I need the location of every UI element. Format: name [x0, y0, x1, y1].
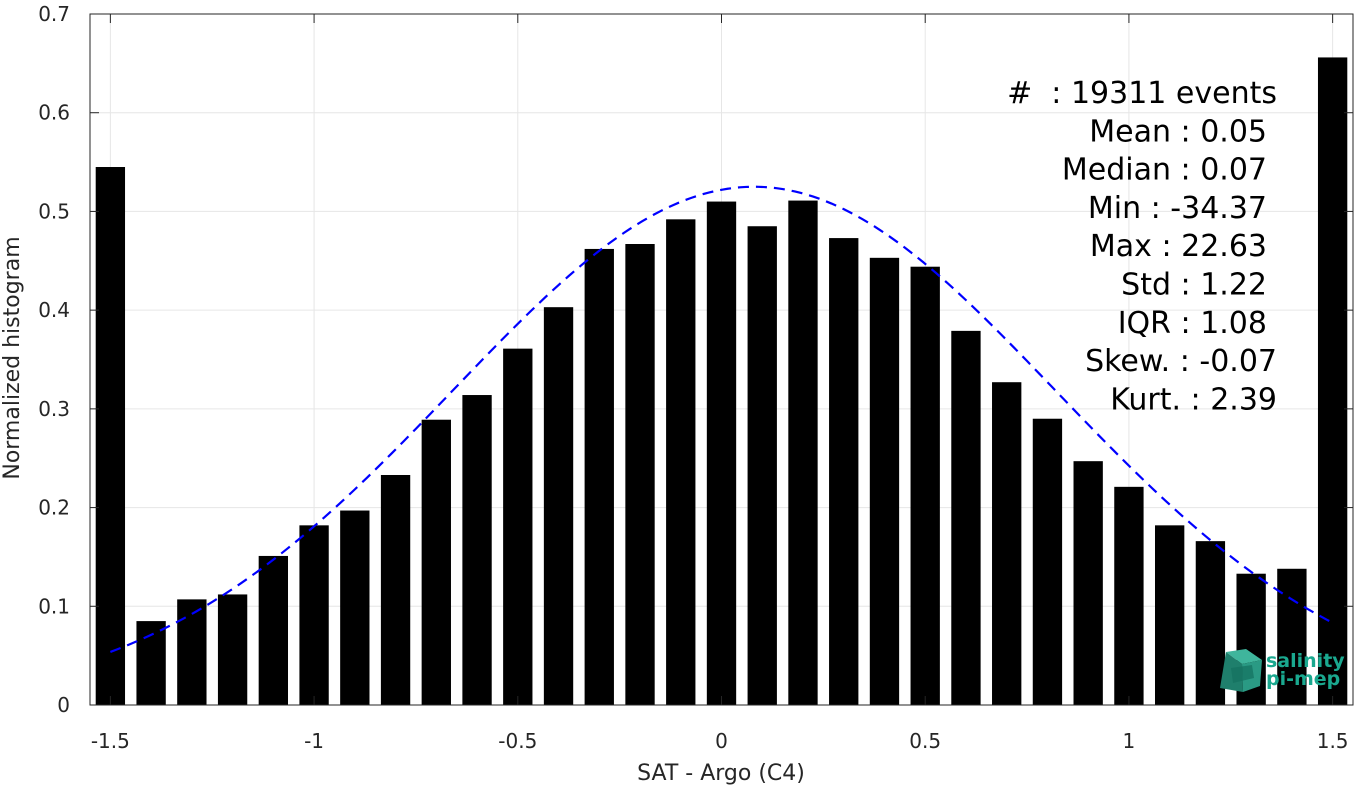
histogram-bar: [625, 244, 655, 706]
y-tick-label: 0: [57, 693, 70, 717]
stat-line: Skew. : -0.07: [1085, 344, 1277, 379]
histogram-bars: [95, 57, 1348, 706]
y-tick-label: 0.3: [38, 397, 70, 421]
histogram-bar: [584, 248, 614, 705]
histogram-bar: [1195, 541, 1226, 705]
histogram-bar: [217, 594, 248, 705]
x-tick-label: -1.5: [91, 729, 130, 753]
stat-line: IQR : 1.08: [1118, 306, 1267, 341]
x-tick-label: 0.5: [909, 729, 941, 753]
histogram-bar: [421, 419, 451, 705]
y-tick-label: 0.4: [38, 298, 70, 322]
histogram-bar: [177, 599, 207, 705]
stat-line: Mean : 0.05: [1089, 114, 1267, 149]
histogram-bar: [1114, 486, 1144, 705]
histogram-bar: [503, 348, 533, 705]
histogram-bar: [299, 525, 329, 705]
histogram-bar: [380, 474, 411, 705]
histogram-bar: [340, 510, 370, 705]
y-tick-label: 0.2: [38, 496, 70, 520]
y-tick-label: 0.6: [38, 101, 70, 125]
histogram-bar: [1032, 418, 1063, 705]
stat-line: # : 19311 events: [1007, 76, 1277, 111]
histogram-bar: [992, 382, 1022, 705]
histogram-bar: [910, 266, 940, 705]
y-tick-label: 0.7: [38, 2, 70, 26]
stat-line: Kurt. : 2.39: [1110, 382, 1277, 417]
histogram-bar: [258, 555, 289, 705]
x-tick-label: -1: [304, 729, 324, 753]
y-axis-title: Normalized histogram: [0, 236, 25, 479]
x-axis-title: SAT - Argo (C4): [637, 761, 805, 786]
salinity-pimep-logo: salinity pi-mep: [1220, 649, 1345, 692]
x-tick-label: 1: [1123, 729, 1136, 753]
histogram-bar: [706, 201, 737, 706]
histogram-bar: [543, 307, 574, 705]
histogram-bar: [95, 167, 126, 705]
histogram-bar: [788, 200, 818, 705]
logo-text-pimep: pi-mep: [1266, 668, 1340, 690]
stat-line: Max : 22.63: [1090, 229, 1267, 264]
histogram-bar: [1317, 57, 1348, 706]
axis-ticks: [90, 13, 1353, 706]
y-tick-label: 0.1: [38, 594, 70, 618]
x-tick-label: -0.5: [498, 729, 537, 753]
x-tick-label: 1.5: [1317, 729, 1349, 753]
histogram-bar: [829, 238, 859, 705]
histogram-bar: [666, 219, 696, 705]
histogram-bar: [747, 226, 777, 705]
histogram-bar: [951, 330, 981, 705]
gaussian-fit-curve: [109, 185, 1334, 653]
stat-line: Std : 1.22: [1121, 268, 1267, 303]
y-tick-label: 0.5: [38, 199, 70, 223]
histogram-bar: [1073, 461, 1103, 705]
stat-line: Median : 0.07: [1062, 153, 1267, 188]
x-tick-labels: -1.5 -1 -0.5 0 0.5 1 1.5: [91, 729, 1349, 753]
logo-cube-icon: [1220, 649, 1262, 692]
logo-text-salinity: salinity: [1266, 650, 1345, 672]
histogram-bar: [1154, 525, 1185, 705]
x-tick-label: 0: [715, 729, 728, 753]
y-tick-labels: 0 0.1 0.2 0.3 0.4 0.5 0.6 0.7: [38, 2, 70, 717]
histogram-bar: [1277, 568, 1307, 705]
histogram-bar: [462, 395, 492, 705]
histogram-bar: [869, 257, 900, 705]
stat-line: Min : -34.37: [1088, 191, 1267, 226]
